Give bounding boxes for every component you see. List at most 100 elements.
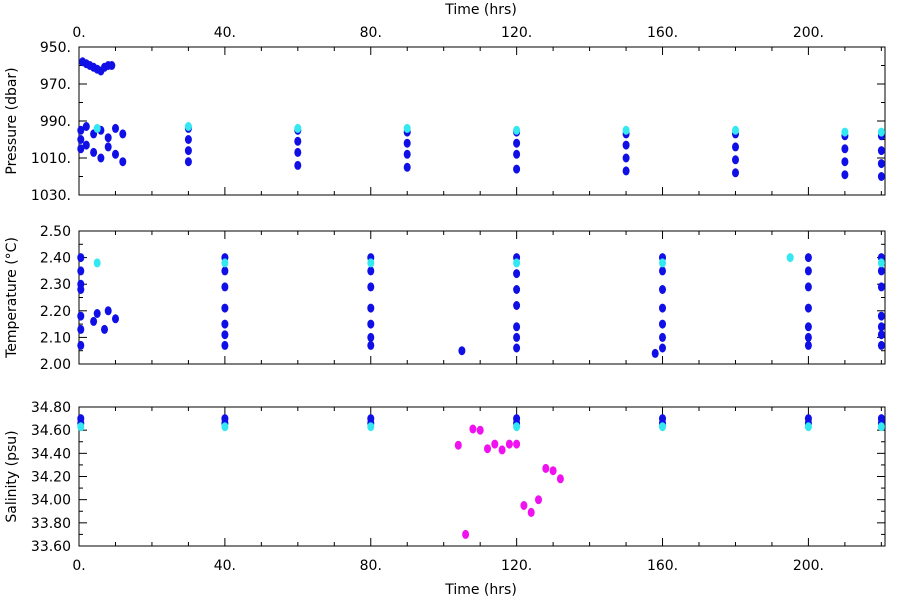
salinity-panel: 0. 40. 80. 120. 160. 200. 33.60 33.80 34.00 34.20… xyxy=(4,400,886,574)
temperature-data-point xyxy=(221,340,229,350)
temperature-data-point xyxy=(804,266,812,276)
salinity-data-point xyxy=(484,444,491,454)
pressure-data-point xyxy=(622,125,630,135)
salinity-y-tick-label: 33.60 xyxy=(31,539,71,555)
salinity-data-point xyxy=(491,439,499,449)
temperature-data-point xyxy=(367,258,375,268)
pressure-data-point xyxy=(119,129,127,139)
temperature-data-point xyxy=(221,330,229,340)
pressure-data-point xyxy=(513,125,521,135)
pressure-data-point xyxy=(77,125,85,135)
salinity-data-point xyxy=(659,422,666,432)
pressure-data-point xyxy=(513,138,521,148)
temperature-data-point xyxy=(77,285,85,294)
temperature-data-point xyxy=(804,282,812,292)
salinity-data-point xyxy=(454,440,462,450)
temperature-data-point xyxy=(659,266,666,276)
salinity-data-point xyxy=(556,474,564,484)
temperature-data-point xyxy=(77,324,85,334)
pressure-data-point xyxy=(403,149,411,159)
salinity-y-tick-label: 33.80 xyxy=(31,516,71,532)
pressure-data-point xyxy=(104,133,112,143)
x-tick-label-bottom: 200. xyxy=(793,558,824,574)
temperature-y-tick-label: 2.00 xyxy=(40,357,71,373)
x-tick-label-top: 160. xyxy=(647,25,678,41)
temperature-data-point xyxy=(877,322,885,332)
salinity-y-tick-label: 34.40 xyxy=(31,446,71,462)
temperature-data-point xyxy=(221,319,229,329)
salinity-y-axis-title: Salinity (psu) xyxy=(4,430,20,522)
x-tick-label-bottom: 160. xyxy=(647,558,678,574)
salinity-data-point xyxy=(462,529,470,539)
temperature-data-point xyxy=(77,253,85,263)
pressure-data-point xyxy=(622,140,630,150)
pressure-data-point xyxy=(513,164,521,174)
pressure-data-point xyxy=(294,160,302,170)
salinity-data-point xyxy=(549,466,557,476)
temperature-data-point xyxy=(93,258,101,268)
pressure-data-point xyxy=(112,123,119,133)
pressure-y-tick-label: 1010. xyxy=(31,151,71,167)
salinity-data-point xyxy=(77,422,85,432)
pressure-data-point xyxy=(77,135,85,144)
pressure-data-point xyxy=(732,142,739,152)
temperature-data-point xyxy=(101,324,108,334)
x-tick-label-bottom: 120. xyxy=(501,558,532,574)
pressure-data-point xyxy=(622,166,630,176)
salinity-data-point xyxy=(513,439,521,449)
temperature-data-point xyxy=(877,258,885,268)
temperature-data-point xyxy=(93,309,101,318)
pressure-data-point xyxy=(403,162,411,172)
temperature-data-point xyxy=(659,343,666,353)
pressure-data-point xyxy=(877,127,885,137)
pressure-data-point xyxy=(184,122,192,131)
x-tick-label-top: 40. xyxy=(214,25,236,41)
pressure-data-point xyxy=(108,61,116,70)
salinity-data-point xyxy=(505,439,513,449)
salinity-data-point xyxy=(542,463,550,473)
temperature-data-point xyxy=(877,311,885,321)
temperature-data-point xyxy=(77,311,85,321)
temperature-data-point xyxy=(221,266,229,276)
temperature-data-point xyxy=(513,322,521,332)
temperature-data-point xyxy=(786,253,794,263)
salinity-data-point xyxy=(469,424,477,434)
temperature-data-point xyxy=(659,332,666,342)
salinity-data-point xyxy=(520,501,528,510)
x-tick-label-bottom: 80. xyxy=(360,558,382,574)
pressure-data-point xyxy=(732,125,739,135)
temperature-panel: 2.00 2.10 2.20 2.30 2.40 2.50 Temperature (°C) xyxy=(4,224,886,373)
temperature-data-point xyxy=(877,266,885,276)
pressure-y-tick-label: 990. xyxy=(40,114,71,130)
pressure-data-point xyxy=(403,123,411,133)
pressure-data-point xyxy=(294,123,302,133)
pressure-data-point xyxy=(184,157,192,167)
temperature-data-point xyxy=(367,282,375,292)
salinity-data-point xyxy=(877,422,885,432)
temperature-data-point xyxy=(804,253,812,263)
temperature-y-tick-label: 2.40 xyxy=(40,251,71,267)
pressure-data-point xyxy=(77,144,85,154)
pressure-y-tick-label: 1030. xyxy=(31,188,71,204)
temperature-data-point xyxy=(804,332,812,342)
temperature-data-point xyxy=(367,303,375,313)
temperature-data-point xyxy=(804,303,812,313)
temperature-data-point xyxy=(112,314,119,324)
x-tick-label-top: 120. xyxy=(501,25,532,41)
pressure-y-tick-label: 950. xyxy=(40,40,71,56)
salinity-data-point xyxy=(527,507,535,517)
temperature-data-point xyxy=(367,340,375,350)
pressure-data-point xyxy=(877,172,885,181)
x-tick-label-top: 80. xyxy=(360,25,382,41)
pressure-data-point xyxy=(184,146,192,156)
temperature-data-point xyxy=(221,258,229,268)
pressure-data-point xyxy=(841,144,849,154)
temperature-data-point xyxy=(804,340,812,350)
pressure-panel: 0. 40. 80. 120. 160. 200. 950. 970. 990. 1010. 103… xyxy=(4,25,886,204)
pressure-data-point xyxy=(841,127,849,137)
salinity-data-point xyxy=(535,495,542,505)
temperature-data-point xyxy=(77,266,85,276)
temperature-data-point xyxy=(513,332,521,342)
temperature-data-point xyxy=(804,322,812,332)
